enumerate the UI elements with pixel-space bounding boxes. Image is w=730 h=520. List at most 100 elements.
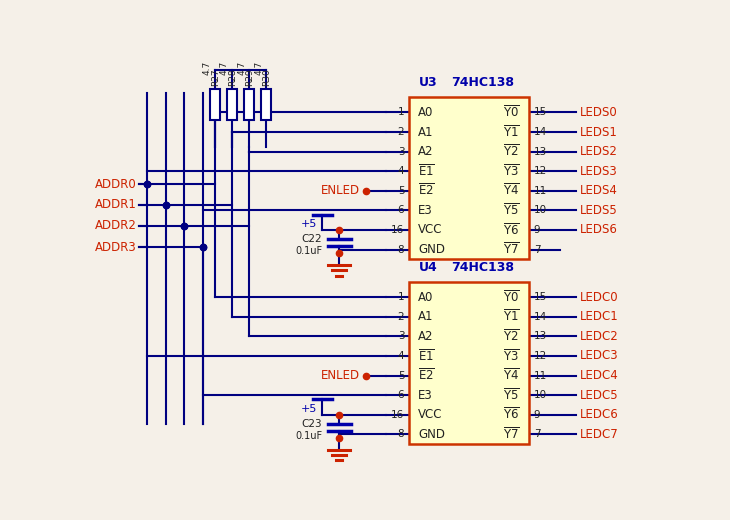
Text: 7: 7 — [534, 430, 540, 439]
Text: 14: 14 — [534, 312, 547, 322]
Text: ADDR2: ADDR2 — [95, 219, 137, 232]
Text: $\overline{\rm Y0}$: $\overline{\rm Y0}$ — [503, 290, 520, 305]
Text: GND: GND — [418, 428, 445, 441]
Text: R29: R29 — [245, 68, 254, 85]
Text: 16: 16 — [391, 225, 404, 235]
Text: 4.7: 4.7 — [220, 61, 229, 75]
Text: 1: 1 — [398, 292, 404, 302]
Text: LEDC4: LEDC4 — [580, 369, 618, 382]
Text: $\overline{\rm Y5}$: $\overline{\rm Y5}$ — [503, 387, 520, 403]
Text: $\overline{\rm Y5}$: $\overline{\rm Y5}$ — [503, 203, 520, 218]
Text: A2: A2 — [418, 330, 434, 343]
Text: 15: 15 — [534, 108, 547, 118]
Bar — [227, 89, 237, 120]
Text: 15: 15 — [534, 292, 547, 302]
Text: A0: A0 — [418, 291, 434, 304]
Text: ADDR0: ADDR0 — [95, 177, 137, 190]
Text: $\overline{\rm Y7}$: $\overline{\rm Y7}$ — [503, 426, 520, 442]
Text: 4: 4 — [398, 351, 404, 361]
Text: $\overline{\rm E2}$: $\overline{\rm E2}$ — [418, 368, 435, 383]
Text: 6: 6 — [398, 390, 404, 400]
Text: $\overline{\rm Y3}$: $\overline{\rm Y3}$ — [503, 348, 520, 364]
Text: A2: A2 — [418, 145, 434, 158]
Text: 7: 7 — [534, 244, 540, 254]
Text: +5: +5 — [301, 404, 318, 413]
Text: 4.7: 4.7 — [203, 61, 212, 75]
Text: 8: 8 — [398, 430, 404, 439]
Text: 74HC138: 74HC138 — [451, 76, 514, 89]
Text: VCC: VCC — [418, 408, 443, 421]
Text: LEDS4: LEDS4 — [580, 184, 618, 197]
Text: LEDC0: LEDC0 — [580, 291, 618, 304]
Text: LEDS2: LEDS2 — [580, 145, 618, 158]
Bar — [210, 89, 220, 120]
Text: 74HC138: 74HC138 — [451, 261, 514, 274]
Text: 14: 14 — [534, 127, 547, 137]
Text: LEDS6: LEDS6 — [580, 224, 618, 237]
Text: 11: 11 — [534, 371, 547, 381]
Text: GND: GND — [418, 243, 445, 256]
Text: $\overline{\rm Y4}$: $\overline{\rm Y4}$ — [503, 368, 520, 383]
Text: 2: 2 — [398, 127, 404, 137]
Text: $\overline{\rm E1}$: $\overline{\rm E1}$ — [418, 163, 435, 179]
Text: ADDR3: ADDR3 — [95, 241, 137, 254]
Text: $\overline{\rm Y7}$: $\overline{\rm Y7}$ — [503, 242, 520, 257]
Text: 3: 3 — [398, 331, 404, 342]
Text: R30: R30 — [262, 68, 271, 85]
Text: E3: E3 — [418, 388, 433, 401]
Text: $\overline{\rm Y1}$: $\overline{\rm Y1}$ — [503, 309, 520, 324]
Text: LEDS0: LEDS0 — [580, 106, 618, 119]
Text: 3: 3 — [398, 147, 404, 157]
Bar — [409, 97, 529, 259]
Text: LEDC2: LEDC2 — [580, 330, 618, 343]
Text: 16: 16 — [391, 410, 404, 420]
Text: $\overline{\rm Y2}$: $\overline{\rm Y2}$ — [503, 329, 520, 344]
Text: $\overline{\rm Y4}$: $\overline{\rm Y4}$ — [503, 183, 520, 199]
Text: 5: 5 — [398, 186, 404, 196]
Text: 4.7: 4.7 — [237, 61, 246, 75]
Text: 4.7: 4.7 — [254, 61, 263, 75]
Text: LEDS5: LEDS5 — [580, 204, 618, 217]
Bar — [409, 282, 529, 444]
Text: $\overline{\rm E1}$: $\overline{\rm E1}$ — [418, 348, 435, 364]
Text: $\overline{\rm Y2}$: $\overline{\rm Y2}$ — [503, 144, 520, 160]
Text: 1: 1 — [398, 108, 404, 118]
Text: 0.1uF: 0.1uF — [295, 246, 322, 256]
Text: 12: 12 — [534, 166, 547, 176]
Text: 8: 8 — [398, 244, 404, 254]
Text: C23: C23 — [301, 419, 322, 428]
Text: R28: R28 — [228, 68, 237, 85]
Text: 5: 5 — [398, 371, 404, 381]
Text: E3: E3 — [418, 204, 433, 217]
Text: $\overline{\rm Y3}$: $\overline{\rm Y3}$ — [503, 163, 520, 179]
Text: 4: 4 — [398, 166, 404, 176]
Text: 13: 13 — [534, 331, 547, 342]
Text: A1: A1 — [418, 125, 434, 138]
Text: ENLED: ENLED — [321, 184, 360, 197]
Text: 6: 6 — [398, 205, 404, 215]
Text: $\overline{\rm Y6}$: $\overline{\rm Y6}$ — [503, 222, 520, 238]
Text: A0: A0 — [418, 106, 434, 119]
Text: VCC: VCC — [418, 224, 443, 237]
Text: R27: R27 — [211, 68, 220, 85]
Text: LEDC5: LEDC5 — [580, 388, 618, 401]
Bar — [261, 89, 272, 120]
Text: +5: +5 — [301, 219, 318, 229]
Text: 10: 10 — [534, 390, 547, 400]
Text: LEDC3: LEDC3 — [580, 349, 618, 362]
Bar — [245, 89, 254, 120]
Text: U4: U4 — [419, 261, 438, 274]
Text: LEDS3: LEDS3 — [580, 165, 618, 178]
Text: 10: 10 — [534, 205, 547, 215]
Text: U3: U3 — [419, 76, 438, 89]
Text: 2: 2 — [398, 312, 404, 322]
Text: $\overline{\rm Y1}$: $\overline{\rm Y1}$ — [503, 124, 520, 140]
Text: $\overline{\rm E2}$: $\overline{\rm E2}$ — [418, 183, 435, 199]
Text: 0.1uF: 0.1uF — [295, 431, 322, 441]
Text: 13: 13 — [534, 147, 547, 157]
Text: ENLED: ENLED — [321, 369, 360, 382]
Text: LEDC1: LEDC1 — [580, 310, 618, 323]
Text: LEDC7: LEDC7 — [580, 428, 618, 441]
Text: LEDS1: LEDS1 — [580, 125, 618, 138]
Text: 11: 11 — [534, 186, 547, 196]
